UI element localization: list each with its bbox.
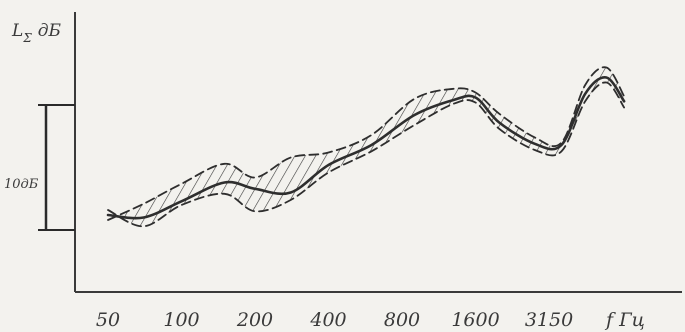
series-layer bbox=[106, 66, 626, 228]
scale-bar-label: 10дБ bbox=[4, 177, 39, 192]
x-tick-label: 200 bbox=[236, 309, 273, 331]
y-axis-title-subscript: Σ bbox=[22, 31, 32, 45]
x-axis-title: f Гц bbox=[604, 309, 645, 331]
series-solid-line bbox=[106, 76, 626, 220]
series-dashed-line-1 bbox=[107, 66, 625, 221]
x-tick-label: 1600 bbox=[451, 309, 499, 331]
x-tick-label: 50 bbox=[96, 309, 120, 331]
y-axis-title: LΣ дБ bbox=[11, 21, 62, 45]
series-dashed-line-2 bbox=[107, 81, 625, 228]
y-axis-title-unit: дБ bbox=[38, 21, 62, 41]
x-tick-label: 3150 bbox=[525, 309, 573, 331]
x-tick-label: 400 bbox=[309, 309, 346, 331]
x-tick-label: 100 bbox=[163, 309, 199, 331]
x-tick-labels: 50 100 200 400 800 1600 3150 bbox=[96, 309, 573, 331]
x-tick-label: 800 bbox=[384, 309, 420, 331]
y-axis-title-symbol: L bbox=[11, 21, 23, 41]
